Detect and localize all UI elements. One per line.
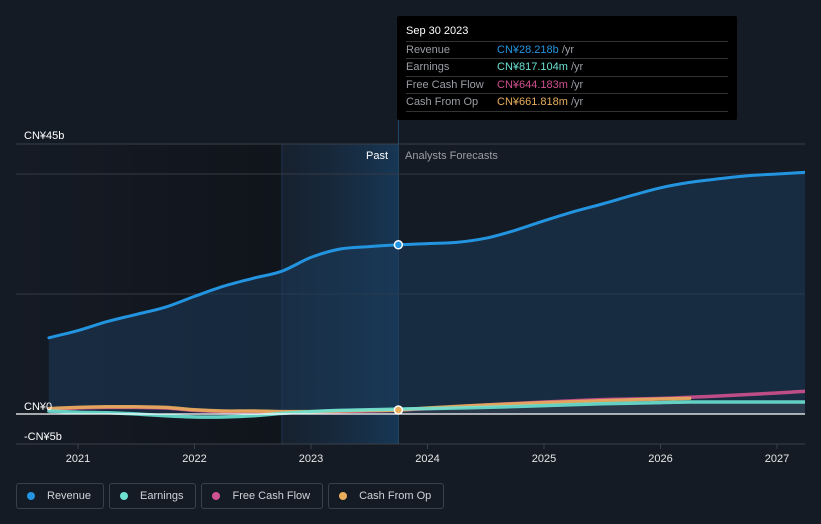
legend-item-free-cash-flow[interactable]: Free Cash Flow: [201, 483, 324, 509]
tooltip-value: CN¥644.183m /yr: [497, 79, 583, 91]
legend-label: Earnings: [140, 490, 184, 502]
earnings-dot-icon: [120, 492, 129, 500]
tooltip-row-free-cash-flow: Free Cash Flow CN¥644.183m /yr: [406, 76, 728, 94]
x-tick-label: 2025: [532, 453, 556, 465]
tooltip-row-earnings: Earnings CN¥817.104m /yr: [406, 58, 728, 76]
x-tick-label: 2026: [648, 453, 672, 465]
tooltip-unit: /yr: [571, 96, 584, 108]
tooltip-unit: /yr: [571, 61, 584, 73]
tooltip-row-revenue: Revenue CN¥28.218b /yr: [406, 41, 728, 59]
past-label: Past: [366, 150, 389, 162]
revenue-line: [47, 170, 808, 340]
tooltip: Sep 30 2023 Revenue CN¥28.218b /yr Earni…: [397, 16, 737, 120]
tooltip-date: Sep 30 2023: [406, 25, 469, 37]
tooltip-value-text: CN¥661.818m: [497, 96, 568, 108]
tooltip-value: CN¥28.218b /yr: [497, 44, 574, 56]
tooltip-unit: /yr: [571, 79, 584, 91]
tooltip-label: Cash From Op: [406, 96, 479, 108]
legend-label: Free Cash Flow: [232, 490, 311, 502]
y-tick-label: CN¥0: [24, 401, 52, 413]
revenue-marker: [393, 240, 404, 250]
x-tick-label: 2021: [66, 453, 90, 465]
revenue-dot-icon: [27, 492, 35, 500]
earnings-line: [47, 400, 808, 419]
tooltip-label: Revenue: [406, 44, 451, 56]
legend-item-cash-from-op[interactable]: Cash From Op: [328, 483, 445, 509]
tooltip-divider: [406, 111, 728, 112]
tooltip-value: CN¥661.818m /yr: [497, 96, 583, 108]
revenue-area: [48, 172, 807, 414]
tooltip-value-text: CN¥28.218b: [497, 44, 559, 56]
legend-item-revenue[interactable]: Revenue: [16, 483, 105, 509]
tooltip-value-text: CN¥644.183m: [497, 79, 568, 91]
y-tick-label: -CN¥5b: [24, 431, 62, 443]
x-tick-label: 2024: [415, 453, 439, 465]
tooltip-value-text: CN¥817.104m: [497, 61, 568, 73]
legend-label: Revenue: [47, 490, 92, 502]
tooltip-label: Earnings: [406, 61, 450, 73]
tooltip-unit: /yr: [561, 44, 575, 56]
legend-label: Cash From Op: [359, 490, 432, 502]
x-tick-label: 2022: [182, 453, 206, 465]
free-cash-flow-dot-icon: [212, 492, 221, 500]
forecast-label: Analysts Forecasts: [405, 150, 498, 162]
tooltip-value: CN¥817.104m /yr: [497, 61, 583, 73]
cash-from-op-marker: [393, 405, 404, 415]
x-tick-label: 2023: [299, 453, 323, 465]
legend-item-earnings[interactable]: Earnings: [109, 483, 197, 509]
tooltip-row-cash-from-op: Cash From Op CN¥661.818m /yr: [406, 93, 728, 111]
y-tick-label: CN¥45b: [24, 130, 64, 142]
tooltip-label: Free Cash Flow: [406, 79, 484, 91]
right-mask: [805, 144, 821, 445]
cash-from-op-dot-icon: [339, 492, 348, 500]
legend: Revenue Earnings Free Cash Flow Cash Fro…: [16, 483, 445, 509]
x-tick-label: 2027: [765, 453, 789, 465]
